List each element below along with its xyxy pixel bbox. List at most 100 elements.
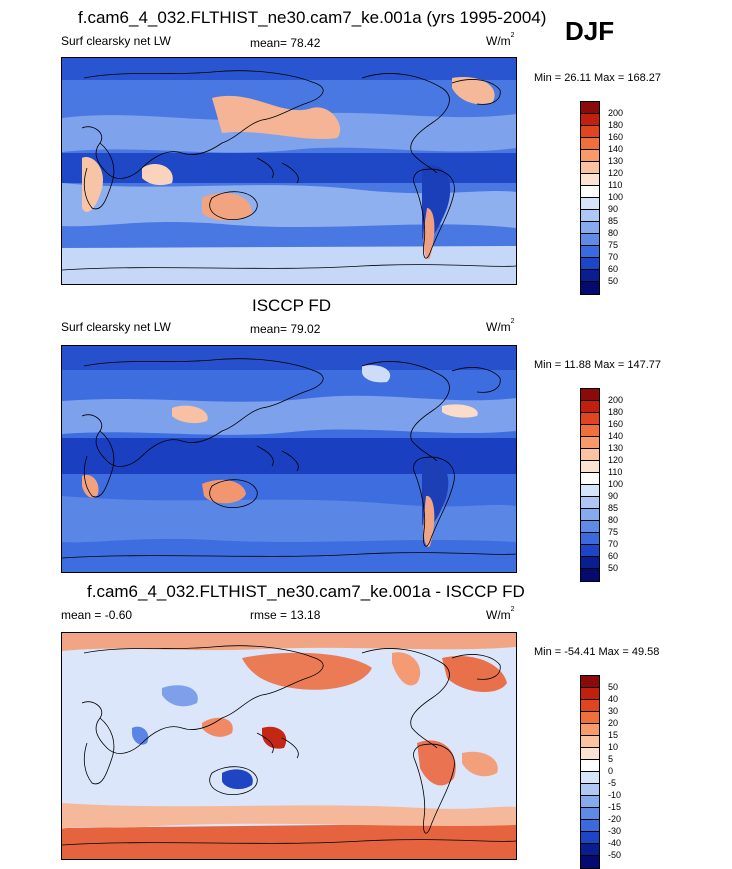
panel-2-colorbar-swatch	[581, 389, 599, 401]
panel-3-colorbar-swatch	[581, 772, 599, 784]
panel-3-colorbar-swatch	[581, 748, 599, 760]
panel-2-minmax: Min = 11.88 Max = 147.77	[534, 359, 661, 371]
panel-3-colorbar-swatch	[581, 844, 599, 856]
panel-1-tick: 85	[608, 216, 619, 226]
panel-3-tick: -5	[608, 778, 617, 788]
panel-1-colorbar-swatch	[581, 150, 599, 162]
panel-2-tick: 75	[608, 527, 619, 537]
panel-3-tick: 0	[608, 766, 614, 776]
panel-1-tick: 100	[608, 192, 624, 202]
panel-3-colorbar-swatch	[581, 808, 599, 820]
panel-2-tick: 130	[608, 443, 624, 453]
panel-2-tick: 85	[608, 503, 619, 513]
panel-2-colorbar	[580, 388, 600, 582]
panel-2-tick: 140	[608, 431, 624, 441]
panel-1-colorbar-swatch	[581, 114, 599, 126]
panel-1-tick: 75	[608, 240, 619, 250]
panel-1-colorbar-swatch	[581, 258, 599, 270]
panel-1-tick: 130	[608, 156, 624, 166]
panel-1-colorbar-swatch	[581, 174, 599, 186]
panel-3-tick: -10	[608, 790, 622, 800]
panel-3-tick: 30	[608, 706, 619, 716]
panel-1-colorbar-swatch	[581, 126, 599, 138]
panel-1-map-svg	[62, 58, 516, 284]
panel-3-tick: 50	[608, 682, 619, 692]
panel-3-colorbar-swatch	[581, 688, 599, 700]
panel-2-variable-label: Surf clearsky net LW	[61, 320, 171, 334]
panel-1-variable-label: Surf clearsky net LW	[61, 34, 171, 48]
panel-3-minmax: Min = -54.41 Max = 49.58	[534, 646, 660, 658]
panel-2-tick: 80	[608, 515, 619, 525]
panel-1-tick: 80	[608, 228, 619, 238]
panel-2-colorbar-swatch	[581, 449, 599, 461]
panel-2-colorbar-swatch	[581, 473, 599, 485]
panel-1-tick: 110	[608, 180, 623, 190]
panel-1-minmax: Min = 26.11 Max = 168.27	[534, 72, 661, 84]
panel-3-map-svg	[62, 633, 516, 859]
panel-1-tick: 90	[608, 204, 619, 214]
panel-1-colorbar-swatch	[581, 186, 599, 198]
panel-1-tick: 70	[608, 252, 619, 262]
panel-2-tick: 50	[608, 563, 619, 573]
panel-1-colorbar-swatch	[581, 282, 599, 294]
panel-3-colorbar-swatch	[581, 832, 599, 844]
panel-3-units: W/m2	[486, 606, 515, 622]
panel-2-colorbar-swatch	[581, 461, 599, 473]
panel-3-colorbar-swatch	[581, 856, 599, 868]
panel-3-colorbar-ticks: 50 40 30 20 15 10 5 0 -5 -10 -15 -20 -30…	[608, 681, 621, 861]
panel-1-tick: 180	[608, 120, 624, 130]
panel-2-colorbar-swatch	[581, 569, 599, 581]
panel-2-colorbar-swatch	[581, 509, 599, 521]
panel-2-title: ISCCP FD	[252, 296, 332, 315]
panel-3-colorbar-swatch	[581, 796, 599, 808]
panel-2-tick: 110	[608, 467, 623, 477]
panel-3-colorbar-swatch	[581, 736, 599, 748]
panel-2-colorbar-swatch	[581, 497, 599, 509]
panel-3-map	[61, 632, 517, 860]
panel-1-tick: 200	[608, 108, 624, 118]
panel-2-tick: 100	[608, 479, 624, 489]
panel-1-map	[61, 57, 517, 285]
panel-2-map	[61, 345, 517, 573]
panel-2-colorbar-swatch	[581, 521, 599, 533]
panel-2-tick: 120	[608, 455, 624, 465]
panel-1-title: f.cam6_4_032.FLTHIST_ne30.cam7_ke.001a (…	[78, 8, 547, 27]
panel-3-tick: -15	[608, 802, 622, 812]
panel-3-tick: 5	[608, 754, 614, 764]
panel-1-colorbar-ticks: 200 180 160 140 130 120 110 100 90 85 80…	[608, 107, 623, 287]
panel-2-mean: mean= 79.02	[250, 322, 321, 336]
panel-2-tick: 200	[608, 395, 624, 405]
panel-1-colorbar-swatch	[581, 210, 599, 222]
panel-1-colorbar	[580, 101, 600, 295]
panel-3-tick: 10	[608, 742, 619, 752]
panel-2-colorbar-swatch	[581, 545, 599, 557]
panel-1-colorbar-swatch	[581, 246, 599, 258]
panel-1-units: W/m2	[486, 32, 515, 48]
panel-1-colorbar-swatch	[581, 270, 599, 282]
panel-1-colorbar-swatch	[581, 138, 599, 150]
panel-3-rmse: rmse = 13.18	[250, 608, 321, 622]
panel-3-tick: -20	[608, 814, 622, 824]
panel-3-tick: 40	[608, 694, 619, 704]
panel-3-title: f.cam6_4_032.FLTHIST_ne30.cam7_ke.001a -…	[87, 582, 525, 601]
panel-1-colorbar-swatch	[581, 198, 599, 210]
panel-2-colorbar-swatch	[581, 425, 599, 437]
panel-1-tick: 60	[608, 264, 619, 274]
panel-1-tick: 160	[608, 132, 624, 142]
panel-3-tick: -40	[608, 838, 622, 848]
panel-2-colorbar-ticks: 200 180 160 140 130 120 110 100 90 85 80…	[608, 394, 623, 574]
panel-2-tick: 70	[608, 539, 619, 549]
panel-1-colorbar-swatch	[581, 234, 599, 246]
panel-3-tick: 15	[608, 730, 619, 740]
panel-3-colorbar-swatch	[581, 676, 599, 688]
panel-1-mean: mean= 78.42	[250, 36, 321, 50]
panel-2-tick: 60	[608, 551, 619, 561]
panel-2-tick: 160	[608, 419, 624, 429]
panel-1-colorbar-swatch	[581, 102, 599, 114]
panel-2-tick: 90	[608, 491, 619, 501]
season-label: DJF	[565, 16, 615, 46]
panel-1-tick: 140	[608, 144, 624, 154]
panel-3-colorbar	[580, 675, 600, 869]
panel-1-colorbar-swatch	[581, 162, 599, 174]
panel-3-tick: 20	[608, 718, 619, 728]
